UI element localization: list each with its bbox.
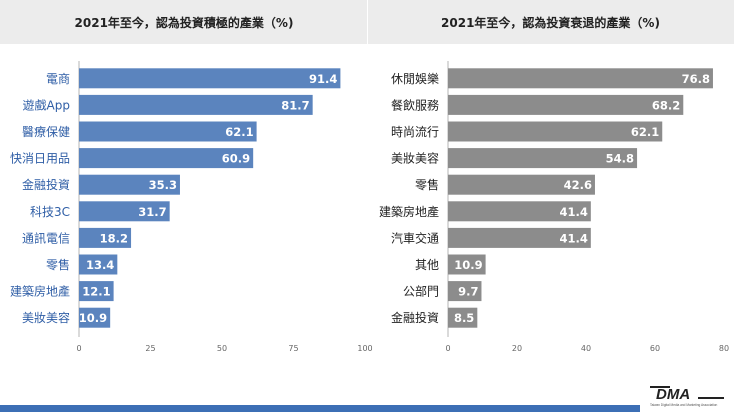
right-category-label: 零售 (415, 177, 439, 192)
left-value-label: 18.2 (100, 231, 128, 245)
left-value-label: 12.1 (82, 285, 110, 299)
right-value-label: 54.8 (606, 152, 634, 166)
right-value-label: 10.9 (454, 258, 482, 272)
left-bar (79, 307, 111, 328)
right-value-label: 41.4 (559, 231, 587, 245)
right-category-label: 其他 (415, 258, 439, 272)
left-category-label: 電商 (46, 71, 70, 86)
right-tick-label: 80 (719, 344, 729, 353)
left-bar (79, 201, 170, 222)
footer-bar (0, 405, 640, 412)
right-bar (448, 254, 486, 275)
right-category-label: 美妝美容 (391, 151, 439, 166)
right-category-label: 餐飲服務 (391, 97, 439, 112)
right-value-label: 9.7 (458, 285, 478, 299)
left-tick-label: 50 (217, 344, 227, 353)
left-category-label: 通訊電信 (22, 230, 70, 245)
right-category-label: 汽車交通 (391, 230, 439, 245)
left-bar (79, 94, 313, 115)
left-value-label: 13.4 (86, 258, 114, 272)
right-value-label: 62.1 (631, 125, 659, 139)
left-tick-label: 0 (76, 344, 81, 353)
right-bar (448, 121, 663, 142)
left-category-label: 金融投資 (22, 177, 70, 192)
left-tick-label: 75 (288, 344, 298, 353)
left-bar (79, 174, 180, 195)
left-chart-title: 2021年至今，認為投資積極的產業（%) (0, 0, 368, 44)
left-bar (79, 148, 254, 169)
right-bar (448, 68, 713, 89)
right-category-label: 休閒娛樂 (391, 71, 439, 86)
right-value-label: 42.6 (564, 178, 592, 192)
right-category-label: 時尚流行 (391, 125, 439, 139)
left-category-label: 科技3C (30, 205, 70, 219)
left-value-label: 35.3 (149, 178, 177, 192)
right-bar (448, 281, 482, 302)
right-value-label: 41.4 (559, 205, 587, 219)
logo-text: DMA (656, 386, 690, 403)
left-value-label: 60.9 (222, 152, 250, 166)
right-bar (448, 94, 684, 115)
left-tick-label: 100 (357, 344, 372, 353)
left-category-label: 遊戲App (23, 97, 70, 112)
left-category-label: 醫療保健 (22, 125, 70, 139)
right-category-label: 建築房地產 (379, 204, 439, 219)
right-value-label: 8.5 (454, 311, 474, 325)
right-bar (448, 227, 591, 248)
right-tick-label: 40 (581, 344, 591, 353)
left-tick-label: 25 (145, 344, 155, 353)
right-bar (448, 148, 638, 169)
right-category-label: 金融投資 (391, 310, 439, 325)
left-bar (79, 254, 118, 275)
right-bar (448, 201, 591, 222)
left-category-label: 零售 (46, 257, 70, 272)
left-value-label: 62.1 (225, 125, 253, 139)
left-bar (79, 227, 132, 248)
left-value-label: 31.7 (138, 205, 166, 219)
right-bar (448, 174, 595, 195)
left-bar (79, 281, 114, 302)
logo-tagline: Taiwan Digital Media and Marketing Assoc… (650, 403, 718, 407)
left-bar (79, 68, 341, 89)
right-bar (448, 307, 478, 328)
left-value-label: 10.9 (79, 311, 107, 325)
left-category-label: 美妝美容 (22, 310, 70, 325)
right-category-label: 公部門 (403, 284, 439, 299)
left-value-label: 81.7 (281, 98, 309, 112)
right-value-label: 76.8 (682, 72, 710, 86)
header-divider (367, 0, 368, 44)
left-category-label: 建築房地產 (10, 284, 70, 299)
left-value-label: 91.4 (309, 72, 337, 86)
right-tick-label: 60 (650, 344, 660, 353)
dma-logo: DMA Taiwan Digital Media and Marketing A… (650, 386, 724, 407)
right-value-label: 68.2 (652, 98, 680, 112)
right-chart-title: 2021年至今，認為投資衰退的產業（%) (367, 0, 734, 44)
right-tick-label: 0 (445, 344, 450, 353)
left-category-label: 快消日用品 (10, 152, 70, 166)
left-bar (79, 121, 257, 142)
right-tick-label: 20 (512, 344, 522, 353)
